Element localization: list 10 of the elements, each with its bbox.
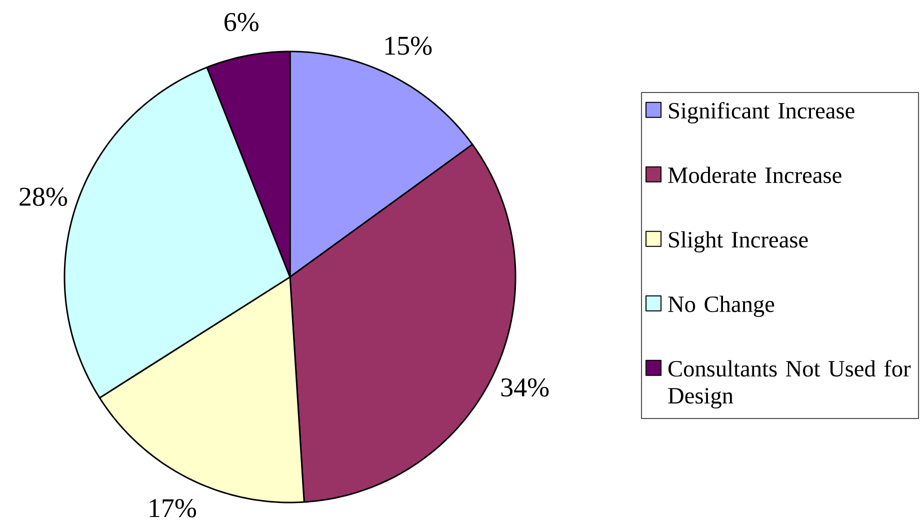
legend-label: Slight Increase: [669, 231, 808, 252]
data-label: 34%: [501, 378, 549, 397]
legend-label: Moderate Increase: [668, 166, 842, 184]
legend-label: Consultants Not Used for Design: [668, 360, 911, 408]
data-label: 6%: [224, 12, 258, 32]
data-label: 17%: [150, 499, 196, 518]
data-label: 15%: [385, 36, 432, 55]
legend-label: Significant Increase: [669, 102, 854, 124]
legend-label: No Change: [668, 296, 774, 317]
data-label: 28%: [20, 188, 68, 206]
